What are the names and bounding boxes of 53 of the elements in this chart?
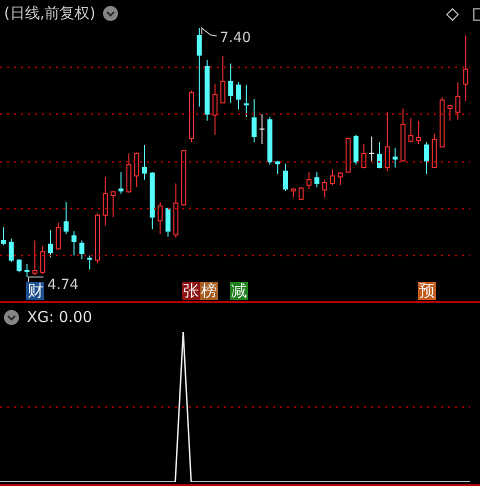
candlestick bbox=[64, 202, 69, 234]
candlestick bbox=[275, 160, 280, 175]
text: 减 bbox=[230, 281, 248, 300]
annotation: 7.40 bbox=[220, 30, 251, 46]
candlestick bbox=[134, 152, 140, 188]
candlestick bbox=[392, 147, 398, 168]
candlestick bbox=[377, 142, 382, 169]
chart-title: (日线,前复权) bbox=[4, 4, 96, 22]
candlestick bbox=[290, 188, 296, 198]
text: 财 bbox=[26, 281, 44, 300]
candlestick bbox=[110, 190, 116, 218]
candlestick bbox=[1, 226, 6, 246]
candlestick bbox=[314, 172, 320, 188]
candlestick bbox=[220, 56, 226, 104]
candlestick bbox=[212, 84, 218, 136]
candlestick bbox=[338, 172, 343, 186]
chart-title: XG: 0.00 bbox=[27, 308, 92, 326]
candlestick bbox=[298, 186, 304, 201]
candlestick bbox=[361, 144, 366, 169]
candlestick bbox=[32, 240, 38, 276]
candlestick bbox=[79, 240, 84, 260]
candlestick bbox=[16, 258, 22, 273]
candlestick bbox=[384, 112, 390, 172]
candlestick bbox=[196, 28, 202, 108]
candlestick bbox=[252, 98, 257, 143]
candlestick bbox=[416, 120, 422, 145]
candlestick bbox=[102, 176, 108, 226]
candlestick bbox=[244, 84, 249, 118]
candlestick bbox=[283, 163, 288, 192]
candlestick bbox=[166, 207, 170, 238]
candlestick bbox=[8, 238, 14, 263]
candlestick bbox=[24, 263, 30, 277]
candlestick bbox=[228, 63, 234, 104]
candlestick bbox=[408, 117, 414, 143]
candlestick bbox=[330, 168, 335, 186]
text: 张榜 bbox=[182, 281, 218, 300]
candlestick bbox=[322, 179, 328, 198]
candlestick bbox=[158, 202, 163, 234]
candlestick bbox=[87, 254, 92, 270]
candlestick bbox=[48, 230, 53, 258]
candlestick bbox=[236, 82, 241, 110]
candlestick bbox=[424, 142, 429, 175]
candlestick bbox=[118, 172, 124, 194]
candlestick bbox=[40, 246, 46, 275]
text: 4.74 bbox=[47, 277, 79, 293]
candlestick bbox=[56, 222, 61, 250]
candlestick bbox=[72, 230, 76, 256]
candlestick bbox=[448, 104, 452, 122]
candlestick bbox=[142, 144, 147, 180]
text: 预 bbox=[418, 281, 436, 300]
candlestick bbox=[455, 82, 460, 120]
candlestick bbox=[306, 172, 312, 190]
candlestick bbox=[463, 34, 468, 102]
